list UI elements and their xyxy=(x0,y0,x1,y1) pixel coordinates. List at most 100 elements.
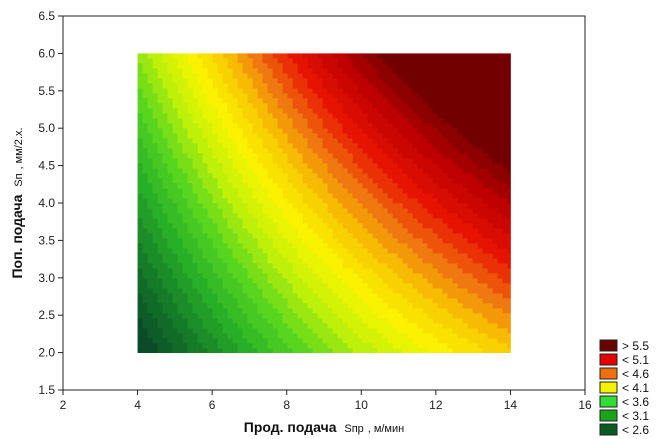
contour-cell xyxy=(387,153,393,159)
contour-cell xyxy=(152,278,158,284)
contour-cell xyxy=(317,163,323,169)
contour-cell xyxy=(332,148,338,154)
contour-cell xyxy=(217,338,223,344)
contour-cell xyxy=(487,243,493,249)
contour-cell xyxy=(177,328,183,334)
contour-cell xyxy=(382,233,388,239)
contour-cell xyxy=(252,113,258,119)
contour-cell xyxy=(317,333,323,339)
contour-cell xyxy=(232,208,238,214)
contour-cell xyxy=(372,83,378,89)
contour-cell xyxy=(377,258,383,264)
contour-cell xyxy=(482,348,488,353)
contour-cell xyxy=(447,188,453,194)
contour-cell xyxy=(477,168,483,174)
contour-cell xyxy=(357,248,363,254)
contour-cell xyxy=(492,258,498,264)
contour-cell xyxy=(347,198,353,204)
contour-cell xyxy=(352,218,358,224)
contour-cell xyxy=(482,148,488,154)
contour-cell xyxy=(502,248,508,254)
contour-cell xyxy=(422,298,428,304)
contour-cell xyxy=(217,163,223,169)
contour-cell xyxy=(372,313,378,319)
contour-cell xyxy=(332,238,338,244)
contour-cell xyxy=(392,168,398,174)
contour-cell xyxy=(307,183,313,189)
contour-cell xyxy=(247,58,253,64)
contour-cell xyxy=(207,213,213,219)
contour-cell xyxy=(302,238,308,244)
contour-cell xyxy=(377,118,383,124)
contour-cell xyxy=(487,238,493,244)
contour-cell xyxy=(357,263,363,269)
contour-cell xyxy=(447,73,453,79)
contour-cell xyxy=(262,188,268,194)
contour-cell xyxy=(392,153,398,159)
contour-cell xyxy=(237,348,243,353)
contour-cell xyxy=(232,243,238,249)
contour-cell xyxy=(507,223,511,229)
contour-cell xyxy=(392,348,398,353)
contour-cell xyxy=(372,318,378,324)
contour-cell xyxy=(192,248,198,254)
contour-cell xyxy=(232,63,238,69)
contour-cell xyxy=(287,303,293,309)
contour-cell xyxy=(387,233,393,239)
contour-cell xyxy=(237,143,243,149)
contour-cell xyxy=(367,113,373,119)
contour-cell xyxy=(437,233,443,239)
contour-cell xyxy=(362,168,368,174)
contour-cell xyxy=(222,198,228,204)
contour-cell xyxy=(357,183,363,189)
contour-cell xyxy=(177,248,183,254)
contour-cell xyxy=(167,248,173,254)
contour-cell xyxy=(367,263,373,269)
contour-cell xyxy=(257,258,263,264)
contour-cell xyxy=(452,273,458,279)
contour-cell xyxy=(167,288,173,294)
contour-cell xyxy=(297,83,303,89)
contour-cell xyxy=(362,178,368,184)
contour-cell xyxy=(442,233,448,239)
contour-cell xyxy=(142,203,148,209)
contour-cell xyxy=(282,303,288,309)
contour-cell xyxy=(457,243,463,249)
contour-cell xyxy=(367,223,373,229)
contour-cell xyxy=(497,163,503,169)
contour-cell xyxy=(442,338,448,344)
contour-cell xyxy=(297,98,303,104)
contour-cell xyxy=(467,298,473,304)
contour-cell xyxy=(142,153,148,159)
contour-cell xyxy=(217,118,223,124)
contour-cell xyxy=(352,348,358,353)
contour-cell xyxy=(187,73,193,79)
contour-cell xyxy=(472,258,478,264)
contour-cell xyxy=(252,143,258,149)
contour-cell xyxy=(267,268,273,274)
contour-cell xyxy=(217,168,223,174)
contour-cell xyxy=(137,183,143,189)
contour-cell xyxy=(312,293,318,299)
contour-cell xyxy=(342,58,348,64)
contour-cell xyxy=(147,253,153,259)
contour-cell xyxy=(207,178,213,184)
contour-cell xyxy=(287,63,293,69)
contour-cell xyxy=(297,263,303,269)
contour-cell xyxy=(447,123,453,129)
contour-cell xyxy=(372,103,378,109)
contour-cell xyxy=(262,338,268,344)
contour-cell xyxy=(292,73,298,79)
contour-cell xyxy=(392,63,398,69)
contour-cell xyxy=(477,308,483,314)
contour-cell xyxy=(377,53,383,59)
contour-cell xyxy=(182,93,188,99)
contour-cell xyxy=(372,248,378,254)
contour-cell xyxy=(382,198,388,204)
contour-cell xyxy=(352,243,358,249)
contour-cell xyxy=(437,78,443,84)
contour-cell xyxy=(417,313,423,319)
contour-cell xyxy=(227,198,233,204)
contour-cell xyxy=(292,228,298,234)
contour-cell xyxy=(427,173,433,179)
